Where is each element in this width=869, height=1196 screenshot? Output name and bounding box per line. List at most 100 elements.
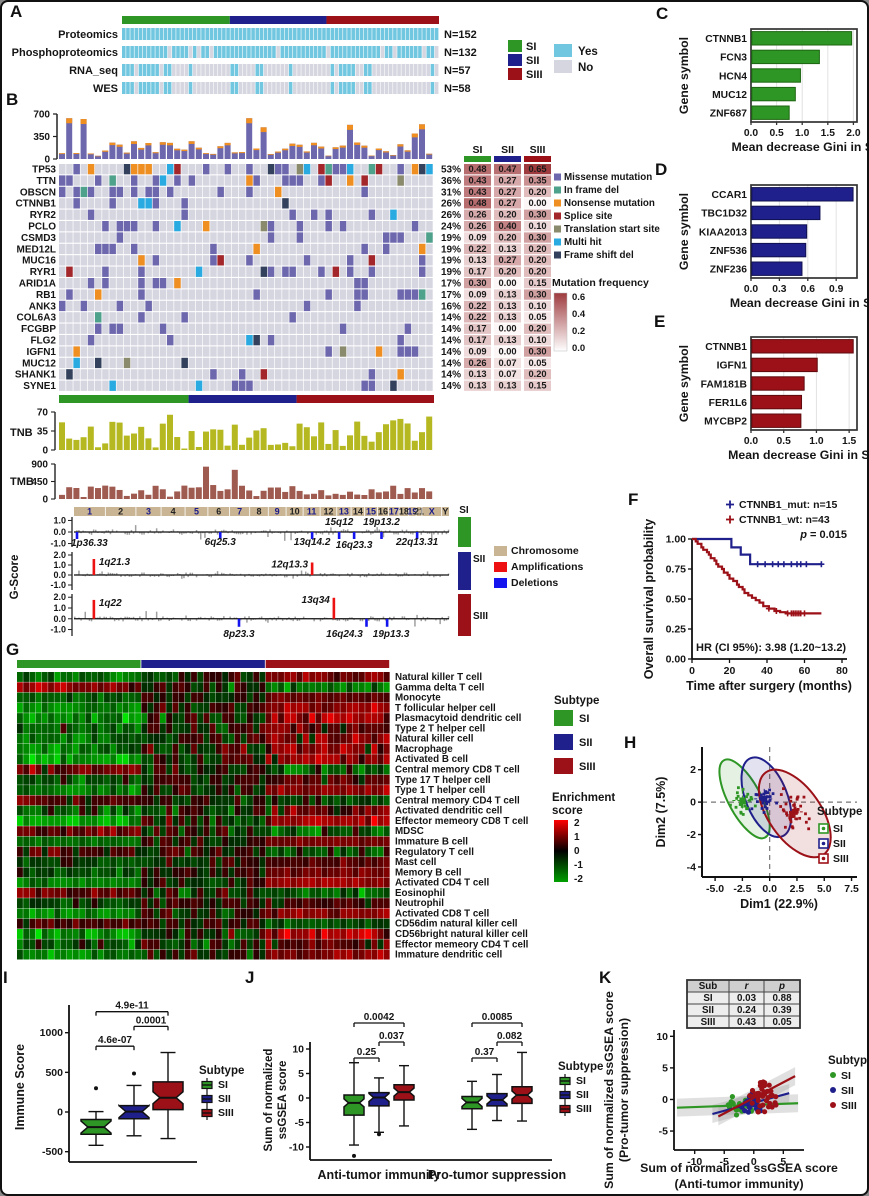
gscore-subtype-label: SI (459, 505, 469, 516)
freq-legend-tick: 0.0 (572, 343, 585, 354)
freq-value: 0.13 (468, 255, 486, 265)
gene-label: FLG2 (30, 336, 56, 347)
bar-xtick: 1.5 (821, 128, 836, 139)
heatmap-row-label: Natural killer cell (395, 734, 474, 745)
bar-ylabel: Gene symbol (677, 345, 691, 422)
freq-legend-title: Mutation frequency (552, 277, 649, 289)
heatmap-row-label: Natural killer T cell (395, 672, 482, 683)
pca-xtick: -5.0 (706, 883, 724, 895)
bar-category-label: CTNNB1 (705, 342, 747, 353)
bar-category-label: FCN3 (720, 53, 747, 64)
freq-value: 0.26 (468, 221, 486, 231)
ssgsea-ytick: 0 (298, 1093, 304, 1105)
pca-ylabel: Dim2 (7.5%) (654, 777, 668, 848)
bar-xlabel: Mean decrease Gini in SI (732, 140, 869, 154)
table-cell: 0.88 (772, 993, 792, 1004)
freq-value: 0.65 (528, 164, 546, 174)
table-cell: 0.43 (737, 1017, 757, 1028)
immune-ytick: 1000 (40, 1027, 64, 1039)
pca-xtick: 2.5 (790, 883, 805, 895)
tmb-tick: 0 (42, 495, 48, 506)
tmb-tick: 900 (31, 460, 48, 471)
chrom-label: X (429, 507, 435, 517)
pca-legend-item: SII (833, 838, 846, 850)
bar-category-label: KIAA2013 (699, 227, 747, 238)
gscore-annotation: 1p36.33 (71, 538, 108, 549)
freq-value: 0.27 (498, 187, 516, 197)
table-cell: 0.03 (737, 993, 757, 1004)
freq-value: 0.43 (468, 175, 486, 185)
chrom-label: 13 (339, 507, 349, 517)
freq-value: 0.09 (468, 289, 486, 299)
heatmap-row-label: Immature B cell (395, 836, 468, 847)
panel-f-label: F (628, 490, 639, 509)
freq-value: 0.26 (468, 210, 486, 220)
track-n-2: N=132 (444, 47, 477, 59)
freq-value: 0.13 (498, 381, 516, 391)
ssgsea-legend-title: Subtype (558, 1061, 603, 1073)
gene-label: SYNE1 (23, 381, 56, 392)
corr-ylabel: (Pro-tumor suppression) (617, 1018, 631, 1162)
immune-legend-item: SII (218, 1093, 231, 1105)
heatmap-row-label: Type 2 T helper cell (395, 723, 485, 734)
track-label-4: WES (93, 83, 118, 95)
freq-value: 0.00 (498, 346, 516, 356)
pca-legend-title: Subtype (817, 806, 862, 818)
table-cell: SIII (701, 1017, 716, 1028)
panel-a: Proteomics N=152 Phosphoproteomics N=132 RNA… (12, 16, 598, 95)
freq-value: 0.13 (498, 335, 516, 345)
corr-legend-item: SI (841, 1070, 851, 1082)
freq-value: 0.20 (528, 244, 546, 254)
heatmap-row-label: Eosinophil (395, 888, 445, 899)
gene-pct: 17% (441, 279, 461, 290)
enrichment-legend-title: score (552, 805, 583, 817)
tnb-track: TNB 70 35 0 (10, 408, 433, 457)
pca-ytick: -4 (687, 861, 696, 873)
panel-b-label: B (6, 90, 19, 109)
ssgsea-legend-item: SIII (576, 1103, 592, 1115)
bar-xtick: 1.0 (795, 128, 810, 139)
freq-value: 0.10 (528, 335, 546, 345)
pca-xtick: 7.5 (844, 883, 859, 895)
mutation-legend-label: Nonsense mutation (564, 198, 655, 209)
table-cell: 0.39 (772, 1005, 792, 1016)
mutation-legend-label: Frame shift del (564, 250, 634, 261)
gene-pct: 14% (441, 313, 461, 324)
freq-value: 0.13 (498, 244, 516, 254)
gene-pct: 14% (441, 324, 461, 335)
gscore-annotation: 22q13.31 (395, 537, 439, 548)
gscore-legend-label: Deletions (511, 577, 558, 589)
chrom-label: 21 (414, 507, 424, 517)
bar-xtick: 0.6 (801, 284, 816, 295)
heatmap-subtype-strip (17, 660, 390, 668)
track-label-2: Phosphoproteomics (12, 47, 118, 59)
freq-value: 0.07 (498, 358, 516, 368)
sample-track-wes (122, 82, 439, 94)
gene-label: FCGBP (21, 324, 56, 335)
gene-pct: 24% (441, 222, 461, 233)
km-ytick: 0.75 (666, 564, 687, 576)
freq-value: 0.13 (468, 381, 486, 391)
bar-xtick: 0.5 (777, 436, 792, 447)
gscore-annotation: 1q21.3 (99, 557, 131, 568)
heatmap-row-label: Effector memeory CD8 T cell (395, 816, 529, 827)
panel-k-label: K (599, 968, 612, 987)
freq-value: 0.48 (468, 198, 486, 208)
gscore-ylabel: G-Score (9, 555, 21, 600)
bar-category-label: MUC12 (712, 90, 747, 101)
heatmap-row-label: Regulatory T cell (395, 847, 474, 858)
chrom-label: 5 (194, 507, 199, 517)
corr-xlabel: Sum of normalized ssGSEA score (640, 1161, 838, 1175)
heatmap-row-label: MDSC (395, 826, 424, 837)
ssgsea-ytick: 5 (298, 1068, 304, 1080)
heatmap-grid (17, 672, 390, 960)
panel-g-label: G (6, 640, 20, 659)
bar-category-label: MYCBP2 (704, 417, 747, 428)
top-axis-tick: 700 (33, 110, 50, 121)
pca-ytick: 0 (690, 797, 696, 809)
mutation-legend-label: In frame del (564, 185, 619, 196)
gene-label: PCLO (28, 222, 56, 233)
chrom-label: 4 (171, 507, 176, 517)
freq-value: 0.30 (528, 210, 546, 220)
